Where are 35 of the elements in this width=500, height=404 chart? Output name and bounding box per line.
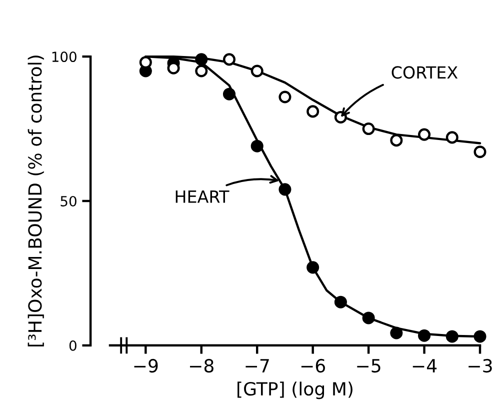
x-tick-label: −4 xyxy=(412,359,437,372)
point xyxy=(250,140,264,152)
point xyxy=(278,183,292,196)
y-axis-title: [³H]Oxo-M.BOUND (% of control) xyxy=(28,56,44,346)
x-tick-label: −3 xyxy=(468,358,492,373)
point xyxy=(222,88,236,100)
y-tick-label: 100 xyxy=(52,52,76,62)
point xyxy=(390,326,403,340)
x-tick-label: −6 xyxy=(301,358,325,373)
point xyxy=(250,64,264,78)
y-tick-label: 0 xyxy=(69,340,76,351)
x-tick-label: −5 xyxy=(357,359,380,373)
annotation: CORTEX xyxy=(392,66,458,79)
point xyxy=(195,64,208,78)
point xyxy=(474,330,486,343)
x-tick-label: −7 xyxy=(246,359,269,372)
point xyxy=(195,53,208,66)
y-tick-label: 50 xyxy=(60,196,76,206)
point xyxy=(474,146,486,158)
point xyxy=(222,53,236,66)
x-axis-title: [GTP] (log M) xyxy=(238,382,352,400)
point xyxy=(446,330,458,343)
annotation: HEART xyxy=(176,190,230,203)
point xyxy=(362,312,375,324)
x-tick-label: −8 xyxy=(190,358,214,373)
point xyxy=(278,90,292,104)
point xyxy=(418,329,431,342)
point xyxy=(390,134,403,147)
point xyxy=(446,131,458,144)
point xyxy=(306,261,320,274)
point xyxy=(334,296,347,308)
point xyxy=(306,105,320,118)
x-tick-label: −9 xyxy=(134,358,158,373)
point xyxy=(418,128,431,141)
point xyxy=(362,122,375,136)
